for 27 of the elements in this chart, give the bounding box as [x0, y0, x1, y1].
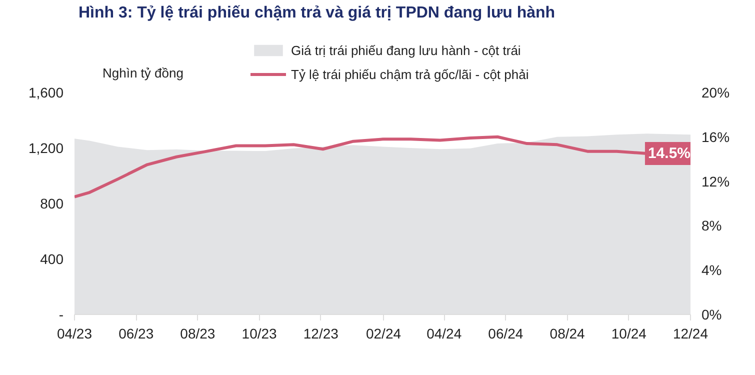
y2-tick-label: 4%	[702, 262, 722, 278]
y2-tick-label: 12%	[702, 173, 730, 190]
legend-label: Tỷ lệ trái phiếu chậm trả gốc/lãi - cột phải	[291, 66, 529, 82]
x-tick-label: 10/24	[611, 326, 647, 342]
chart-title: Hình 3: Tỷ lệ trái phiếu chậm trả và giá trị TPDN đang lưu hành	[78, 4, 556, 22]
legend-label: Giá trị trái phiếu đang lưu hành - cột trái	[291, 42, 521, 58]
y-tick-label: 800	[40, 196, 64, 212]
x-tick-label: 12/24	[672, 326, 708, 342]
x-tick-label: 04/24	[426, 326, 462, 342]
x-tick-label: 08/24	[550, 326, 586, 342]
y2-tick-label: 0%	[702, 306, 722, 322]
y2-tick-label: 20%	[702, 84, 730, 100]
y-tick-label: -	[58, 306, 64, 322]
y-tick-label: 1,600	[28, 84, 64, 100]
x-tick-label: 02/24	[366, 326, 402, 342]
y-axis-title: Nghìn tỷ đồng	[102, 66, 184, 80]
x-tick-label: 06/23	[118, 326, 154, 342]
x-tick-label: 12/23	[303, 326, 339, 342]
annotation: 14.5%	[648, 145, 691, 162]
y2-tick-label: 8%	[702, 218, 722, 234]
x-tick-label: 04/23	[56, 326, 92, 342]
y-tick-label: 400	[40, 251, 64, 267]
x-tick-label: 06/24	[488, 326, 524, 342]
x-tick-label: 10/23	[242, 326, 278, 342]
y-tick-label: 1,200	[28, 140, 64, 156]
x-tick-label: 08/23	[180, 326, 216, 342]
y2-tick-label: 16%	[702, 128, 730, 145]
